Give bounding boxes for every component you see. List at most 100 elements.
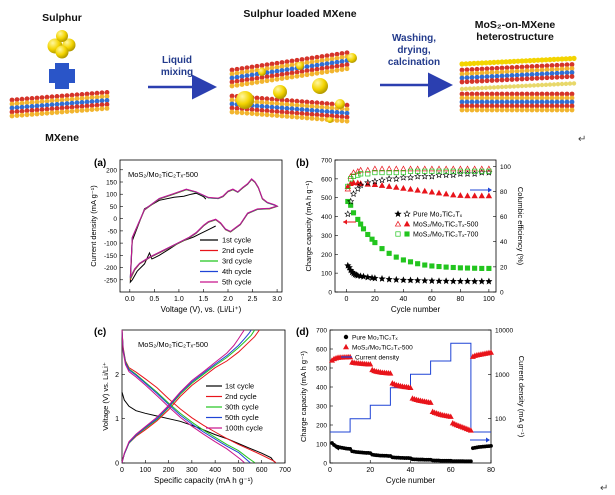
data-point [345, 183, 351, 189]
data-point [471, 192, 478, 199]
x-axis-label: Voltage (V), vs. (Li/Li⁺) [161, 305, 242, 314]
current-density-step [330, 342, 491, 433]
data-point [486, 168, 492, 174]
data-point [428, 172, 436, 180]
plot-frame [334, 159, 497, 293]
data-point [422, 168, 428, 174]
charge-curve-blue [121, 329, 252, 463]
x-axis-label: Cycle number [391, 305, 441, 314]
x-tick-label: 40 [407, 467, 415, 474]
data-point [393, 165, 400, 172]
data-point [378, 176, 386, 184]
sulphur-particle [347, 53, 357, 63]
data-point [364, 273, 372, 281]
data-point [471, 165, 478, 172]
data-point [464, 165, 471, 172]
y-axis-label: Voltage (V) vs. Li/Li⁺ [101, 362, 110, 431]
x-tick-label: 100 [483, 296, 495, 303]
data-point [457, 168, 463, 174]
data-point [407, 384, 414, 391]
y2-tick-label: 10000 [495, 328, 513, 335]
sulphur-particle [273, 85, 287, 99]
data-point [347, 173, 354, 179]
y2-tick-label: 100 [500, 164, 511, 171]
data-point [400, 170, 406, 176]
data-point [379, 170, 385, 176]
data-point [457, 165, 464, 172]
data-point [449, 277, 457, 285]
data-point [485, 165, 493, 172]
step2-line2: drying, [397, 45, 431, 56]
legend-label: 1st cycle [222, 236, 251, 245]
heterostructure [459, 55, 577, 113]
data-point [435, 165, 443, 172]
x-tick-label: 0.0 [125, 296, 135, 303]
data-point [415, 168, 421, 174]
cv-curve-blue [129, 178, 279, 279]
plus-icon [49, 63, 75, 89]
x-tick-label: 100 [139, 467, 151, 474]
data-point [421, 276, 429, 284]
data-point [385, 275, 393, 283]
plot-frame [121, 329, 286, 464]
data-point [414, 165, 421, 172]
data-point [393, 254, 399, 260]
data-point [358, 171, 364, 177]
data-point [371, 177, 379, 185]
data-point [386, 250, 392, 256]
y-tick-label: 2 [115, 372, 119, 379]
data-point [385, 175, 393, 182]
data-point [407, 165, 414, 172]
x-tick-label: 2.5 [248, 296, 258, 303]
data-point [478, 277, 486, 285]
data-point [486, 265, 492, 271]
data-point [485, 277, 493, 285]
cv-curve-red [129, 178, 279, 281]
data-point [442, 277, 450, 285]
data-point [407, 185, 414, 192]
arrow-icon [343, 219, 347, 225]
x-tick-label: 0.5 [149, 296, 159, 303]
cv-curve-green [129, 178, 279, 279]
y2-tick-label: 20 [500, 264, 508, 271]
arrow-icon [488, 187, 492, 193]
charge-curve-blue [121, 329, 251, 463]
loaded-mxene [229, 50, 357, 124]
panel-d-rate-chart: (d) 0 20 40 60 80 0 100 200 300 400 500 600 700 100 100… [296, 327, 526, 485]
y-tick-label: 700 [316, 328, 327, 335]
data-point [393, 184, 400, 190]
data-point [367, 361, 374, 367]
y-tick-label: -200 [104, 265, 117, 272]
data-point [450, 264, 456, 271]
data-point [472, 265, 478, 271]
data-point [359, 272, 367, 280]
data-point [450, 165, 457, 172]
charge-curve-red [121, 329, 277, 463]
legend-marker [403, 220, 411, 227]
y-tick-label: 150 [106, 180, 117, 187]
x-axis-label: Specific capacity (mA h g⁻¹) [154, 476, 253, 485]
x-tick-label: 20 [366, 467, 374, 474]
y2-axis-label: Current density (mA g⁻¹) [517, 356, 526, 438]
y-tick-label: 100 [106, 192, 117, 199]
data-point [442, 171, 450, 179]
y-tick-label: 0 [323, 461, 327, 468]
y2-tick-label: 1000 [495, 372, 510, 379]
x-tick-label: 300 [186, 467, 198, 474]
y-tick-label: 200 [316, 423, 327, 430]
legend-label: 3rd cycle [222, 257, 252, 266]
step2-line3: calcination [388, 57, 440, 68]
y-tick-label: 400 [321, 214, 332, 221]
data-point [385, 165, 393, 172]
data-point [360, 226, 367, 232]
data-point [436, 263, 442, 270]
data-point [399, 173, 407, 181]
sulphur-particle [296, 62, 304, 70]
data-point [442, 165, 450, 172]
legend-label: 1st cycle [225, 382, 254, 391]
data-point [386, 170, 392, 176]
data-point [387, 370, 394, 376]
x-tick-label: 200 [163, 467, 175, 474]
y-tick-label: 700 [321, 158, 332, 165]
